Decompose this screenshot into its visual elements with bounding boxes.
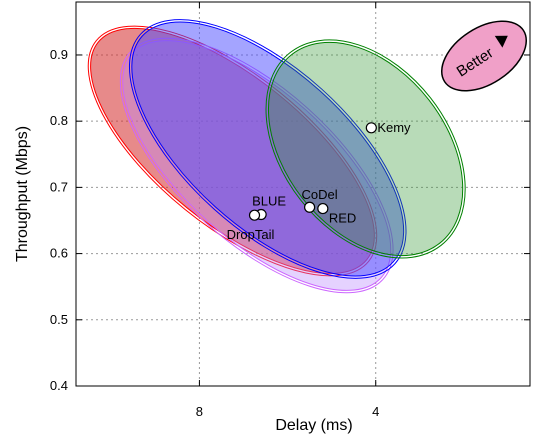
point-label-red: RED: [329, 211, 356, 226]
y-tick-label: 0.7: [50, 179, 68, 194]
point-kemy: [365, 122, 377, 134]
y-tick-label: 0.8: [50, 113, 68, 128]
point-codel: [304, 201, 316, 213]
point-label-droptail: DropTail: [227, 227, 275, 242]
y-tick-label: 0.4: [50, 378, 68, 393]
point-label-codel: CoDel: [302, 187, 338, 202]
ellipse-codel-fill: [131, 21, 405, 277]
point-droptail: [248, 209, 261, 221]
ellipse-layer: [87, 19, 466, 294]
y-axis-title: Throughput (Mbps): [14, 126, 31, 262]
ellipse-kemy: [265, 39, 466, 259]
ellipse-kemy-outline: [265, 39, 466, 259]
y-tick-label: 0.9: [50, 47, 68, 62]
point-layer: Kemy CoDel RED BLUE DropTail: [227, 120, 411, 242]
tick-layer: 0.4 0.5 0.6 0.7 0.8 0.9 8 4: [50, 2, 530, 419]
point-red: [317, 202, 329, 215]
y-tick-label: 0.6: [50, 246, 68, 261]
ellipse-codel-outline: [128, 19, 407, 279]
plot-frame: [75, 1, 531, 387]
better-arrow-icon: [494, 35, 508, 48]
x-tick-label: 4: [372, 404, 379, 419]
ellipse-codel: [128, 19, 407, 279]
x-axis-title: Delay (ms): [275, 417, 352, 434]
point-label-kemy: Kemy: [377, 120, 411, 135]
point-label-blue: BLUE: [252, 194, 286, 209]
ellipse-kemy-fill: [267, 41, 464, 257]
x-tick-label: 8: [196, 404, 203, 419]
better-badge: Better: [440, 20, 528, 92]
y-tick-label: 0.5: [50, 312, 68, 327]
